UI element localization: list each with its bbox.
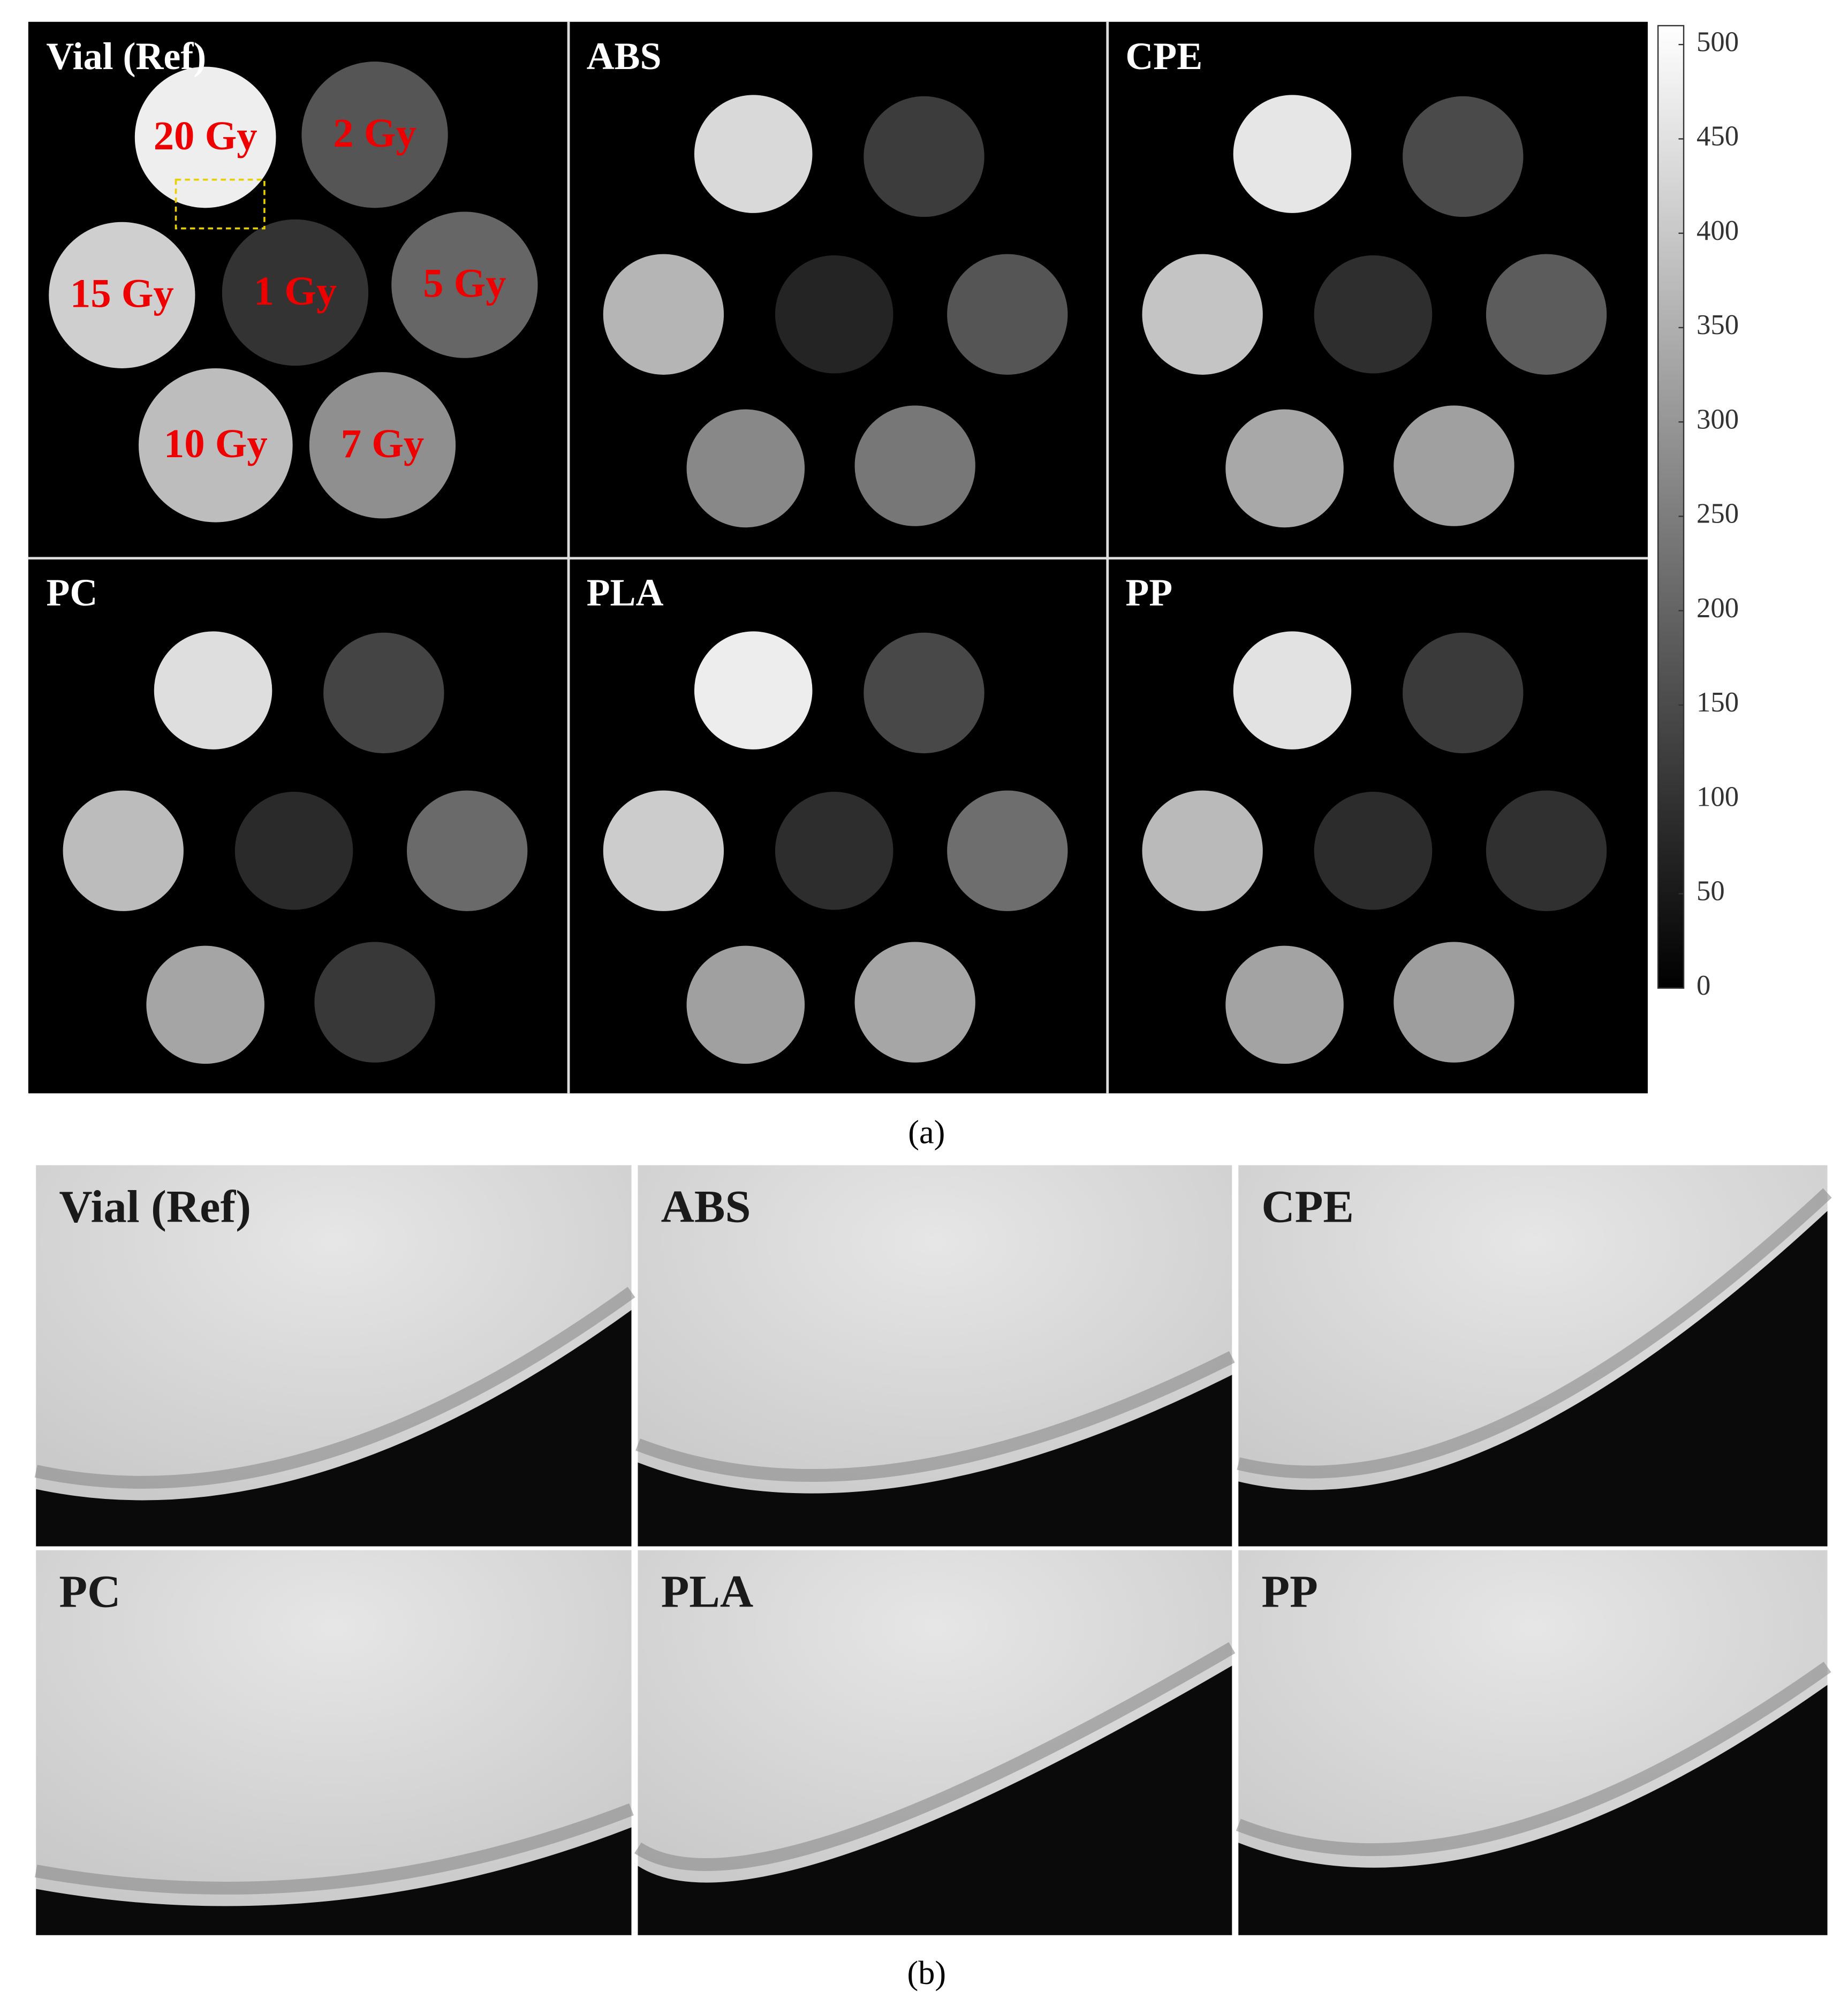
colorbar [1657,25,1685,989]
vial-edge-halo [1237,1188,1832,1479]
panel-label: PLA [587,571,664,614]
vial-edge [1238,1685,1828,1935]
colorbar-tick-label: 500 [1696,26,1739,57]
vial-disc [864,632,984,754]
panel-label: PP [1125,571,1172,614]
dose-label: 15 Gy [70,271,174,316]
vial-disc [947,254,1068,375]
colorbar-tick-label: 200 [1696,593,1739,624]
vial-disc [1225,409,1344,528]
vial-disc [1403,96,1524,217]
panel-label: PC [59,1566,120,1617]
vial-disc [775,255,893,374]
panel-label: CPE [1125,35,1202,78]
vial-disc [63,790,184,911]
colorbar-tick-label: 400 [1696,215,1739,246]
vial-disc [146,945,264,1064]
vial-disc [775,791,893,910]
vial-edge-halo [634,1642,1236,1871]
vial-disc [134,66,276,208]
panel-label: PP [1261,1566,1317,1617]
vial-disc [49,222,195,368]
dose-label: 7 Gy [341,421,425,466]
dose-label: 1 Gy [254,268,337,314]
vial-disc [309,372,456,519]
vial-disc [154,631,272,749]
dose-label: 10 Gy [164,421,268,466]
panel-label: PC [46,571,97,614]
vial-disc [406,790,528,911]
colorbar-tick-label: 100 [1696,781,1739,812]
vial-edge-halo [34,1286,635,1489]
vial-disc [1393,942,1514,1063]
panel-label: ABS [661,1181,751,1232]
vial-disc [1314,791,1433,910]
vial-disc [686,945,805,1064]
colorbar-tick-label: 250 [1696,498,1739,529]
colorbar-tick-label: 350 [1696,309,1739,340]
vial-disc [139,368,293,522]
vial-disc [314,942,435,1063]
vial-edge-halo [35,1803,634,1895]
vial-disc [391,211,538,358]
vial-disc [694,631,813,749]
dose-label: 20 Gy [154,113,257,158]
vial-disc [854,405,975,526]
dose-label: 2 Gy [333,110,416,156]
vial-edge [36,1827,632,1935]
colorbar-tick-label: 450 [1696,121,1739,152]
panel-label: PLA [661,1566,754,1617]
vial-disc [947,790,1068,911]
vial-disc [1403,632,1524,754]
vial-disc [301,62,448,208]
panel-label: ABS [587,35,662,78]
vial-disc [694,95,813,213]
vial-disc [1393,405,1514,526]
panel-label: Vial (Ref) [59,1181,251,1232]
caption: (b) [907,1955,946,1991]
caption: (a) [908,1114,945,1151]
vial-disc [323,632,444,754]
vial-edge [1238,1210,1828,1547]
vial-edge [638,1375,1232,1547]
panel-label: Vial (Ref) [46,35,206,78]
dose-label: 5 Gy [423,261,506,306]
vial-disc [222,219,369,366]
vial-disc [1314,255,1433,374]
vial-edge-halo [635,1351,1235,1482]
vial-disc [234,791,353,910]
vial-disc [1233,631,1352,749]
vial-edge [36,1310,632,1547]
vial-disc [686,409,805,528]
vial-disc [854,942,975,1063]
colorbar-tick-label: 50 [1696,876,1725,907]
vial-disc [1233,95,1352,213]
roi-box [175,178,266,230]
vial-edge-halo [1236,1661,1831,1857]
vial-disc [603,254,724,375]
vial-edge [638,1665,1232,1935]
vial-disc [1142,254,1263,375]
panel-label: CPE [1261,1181,1354,1232]
vial-disc [1486,790,1607,911]
colorbar-tick-label: 0 [1696,970,1710,1001]
vial-disc [603,790,724,911]
vial-disc [1225,945,1344,1064]
vial-disc [864,96,984,217]
colorbar-tick-label: 300 [1696,404,1739,435]
colorbar-tick-label: 150 [1696,687,1739,718]
vial-disc [1486,254,1607,375]
vial-disc [1142,790,1263,911]
